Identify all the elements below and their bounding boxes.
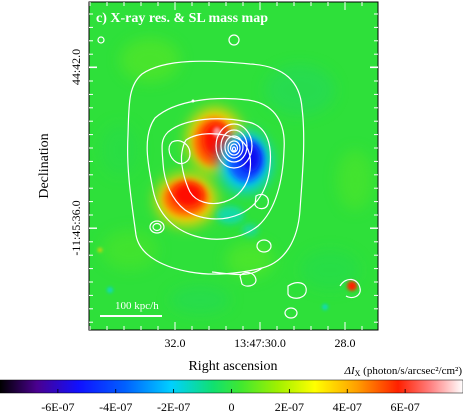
y-tick-labels: 44:42.0 -11:45:36.0	[69, 49, 83, 256]
scale-bar: 100 kpc/h	[100, 300, 162, 317]
colorbar-tick-label: 6E-07	[390, 400, 419, 414]
x-tick-label: 28.0	[335, 336, 356, 350]
mass-contours	[97, 34, 361, 319]
x-tick-label: 32.0	[165, 336, 186, 350]
colorbar-tick-label: -2E-07	[157, 400, 190, 414]
colorbar-label: ΔIX (photon/s/arcsec²/cm²)	[344, 365, 463, 378]
scale-bar-label: 100 kpc/h	[115, 300, 159, 312]
x-tick-labels: 32.0 13:47:30.0 28.0	[165, 336, 356, 350]
colorbar-tick-label: 4E-07	[333, 400, 362, 414]
colorbar-label-units: (photon/s/arcsec²/cm²)	[360, 365, 462, 377]
y-tick-label: 44:42.0	[69, 49, 83, 85]
map-frame	[88, 1, 379, 331]
x-tick-label: 13:47:30.0	[234, 336, 286, 350]
y-tick-label: -11:45:36.0	[69, 200, 83, 255]
colorbar-tick-label: -4E-07	[99, 400, 132, 414]
x-axis-label: Right ascension	[188, 359, 277, 374]
colorbar-label-sub: X	[355, 369, 361, 378]
panel-title: c) X-ray res. & SL mass map	[96, 11, 268, 26]
colorbar-label-main: ΔI	[344, 365, 356, 377]
colorbar-tick-label: 2E-07	[275, 400, 304, 414]
colorbar-tick-label: -6E-07	[41, 400, 74, 414]
colorbar-tick-label: 0	[229, 400, 235, 414]
colorbar-ticks: -6E-07 -4E-07 -2E-07 0 2E-07 4E-07 6E-07	[41, 389, 420, 414]
residual-map	[89, 2, 378, 330]
y-axis-label: Declination	[37, 133, 52, 198]
axis-ticks	[89, 2, 378, 330]
